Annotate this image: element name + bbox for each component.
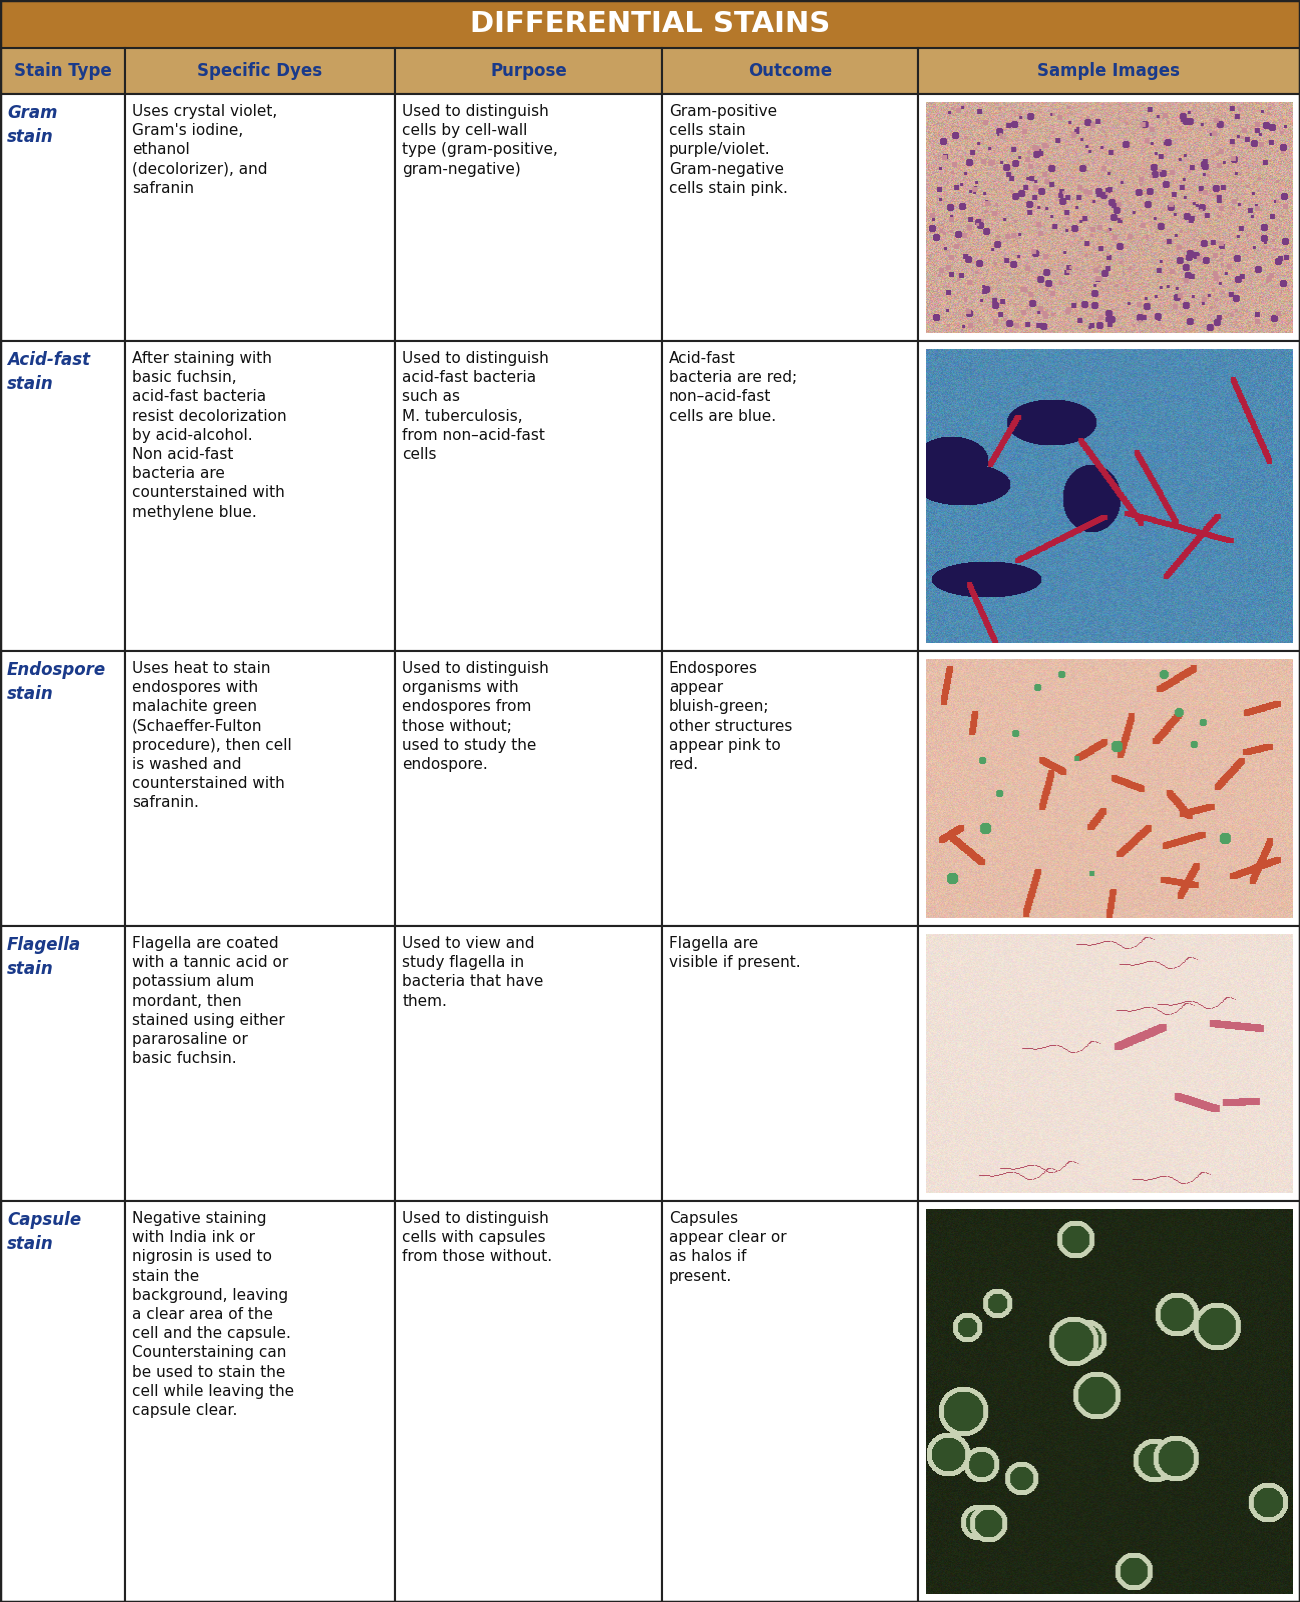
Text: Used to distinguish
acid-fast bacteria
such as
M. tuberculosis,
from non–acid-fa: Used to distinguish acid-fast bacteria s… [402, 351, 549, 461]
Text: Capsules
appear clear or
as halos if
present.: Capsules appear clear or as halos if pre… [668, 1211, 786, 1283]
Bar [395, 1202, 662, 1602]
Bar [125, 341, 395, 650]
Bar [0, 341, 125, 650]
Bar [662, 48, 918, 95]
Bar [125, 1202, 395, 1602]
Bar [918, 926, 1300, 1202]
Text: Flagella
stain: Flagella stain [6, 936, 81, 977]
Bar [125, 926, 395, 1202]
Text: Used to view and
study flagella in
bacteria that have
them.: Used to view and study flagella in bacte… [402, 936, 543, 1009]
Bar [125, 95, 395, 341]
Bar [125, 650, 395, 926]
Bar [918, 650, 1300, 926]
Bar [395, 650, 662, 926]
Text: Specific Dyes: Specific Dyes [198, 62, 322, 80]
Text: Stain Type: Stain Type [13, 62, 112, 80]
Text: Used to distinguish
cells by cell-wall
type (gram-positive,
gram-negative): Used to distinguish cells by cell-wall t… [402, 104, 558, 176]
Bar [662, 926, 918, 1202]
Text: Acid-fast
bacteria are red;
non–acid-fast
cells are blue.: Acid-fast bacteria are red; non–acid-fas… [668, 351, 797, 423]
Bar [0, 0, 1300, 48]
Text: Negative staining
with India ink or
nigrosin is used to
stain the
background, le: Negative staining with India ink or nigr… [131, 1211, 294, 1418]
Text: Endospore
stain: Endospore stain [6, 662, 107, 703]
Text: Gram-positive
cells stain
purple/violet.
Gram-negative
cells stain pink.: Gram-positive cells stain purple/violet.… [668, 104, 788, 195]
Text: Uses crystal violet,
Gram's iodine,
ethanol
(decolorizer), and
safranin: Uses crystal violet, Gram's iodine, etha… [131, 104, 277, 195]
Text: Flagella are coated
with a tannic acid or
potassium alum
mordant, then
stained u: Flagella are coated with a tannic acid o… [131, 936, 289, 1067]
Bar [918, 341, 1300, 650]
Text: Uses heat to stain
endospores with
malachite green
(Schaeffer-Fulton
procedure),: Uses heat to stain endospores with malac… [131, 662, 291, 811]
Bar [0, 926, 125, 1202]
Text: Used to distinguish
cells with capsules
from those without.: Used to distinguish cells with capsules … [402, 1211, 552, 1264]
Text: Purpose: Purpose [490, 62, 567, 80]
Text: Sample Images: Sample Images [1037, 62, 1180, 80]
Bar [395, 926, 662, 1202]
Bar [0, 1202, 125, 1602]
Bar [0, 95, 125, 341]
Text: DIFFERENTIAL STAINS: DIFFERENTIAL STAINS [469, 10, 831, 38]
Bar [662, 650, 918, 926]
Text: Flagella are
visible if present.: Flagella are visible if present. [668, 936, 801, 971]
Text: Outcome: Outcome [747, 62, 832, 80]
Bar [125, 48, 395, 95]
Bar [395, 341, 662, 650]
Text: Capsule
stain: Capsule stain [6, 1211, 81, 1253]
Bar [662, 341, 918, 650]
Bar [918, 1202, 1300, 1602]
Text: Acid-fast
stain: Acid-fast stain [6, 351, 90, 392]
Text: Endospores
appear
bluish-green;
other structures
appear pink to
red.: Endospores appear bluish-green; other st… [668, 662, 792, 772]
Text: Used to distinguish
organisms with
endospores from
those without;
used to study : Used to distinguish organisms with endos… [402, 662, 549, 772]
Bar [918, 95, 1300, 341]
Text: After staining with
basic fuchsin,
acid-fast bacteria
resist decolorization
by a: After staining with basic fuchsin, acid-… [131, 351, 286, 519]
Bar [662, 95, 918, 341]
Bar [662, 1202, 918, 1602]
Bar [0, 650, 125, 926]
Bar [0, 48, 125, 95]
Text: Gram
stain: Gram stain [6, 104, 57, 146]
Bar [395, 95, 662, 341]
Bar [918, 48, 1300, 95]
Bar [395, 48, 662, 95]
